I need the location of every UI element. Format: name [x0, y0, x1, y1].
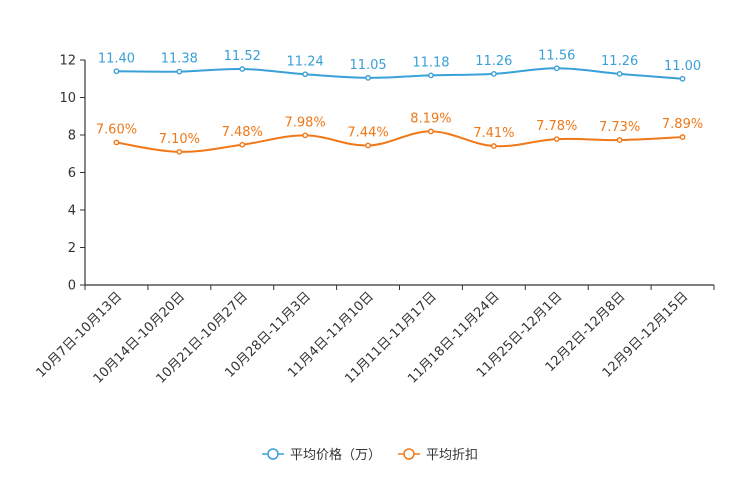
data-label: 11.05 [349, 58, 386, 73]
data-point [490, 143, 497, 149]
data-point [365, 74, 371, 81]
y-tick-label: 6 [68, 166, 76, 181]
data-label: 11.56 [538, 48, 575, 63]
series-discount: 7.60% 7.10% 7.48% 7.98% 7.44% 8.19% 7.41% 7.78%… [96, 111, 703, 155]
data-label: 11.00 [664, 59, 701, 74]
data-point [113, 68, 120, 75]
data-point [113, 139, 120, 146]
y-tick-label: 4 [68, 204, 76, 219]
data-label: 7.41% [473, 126, 514, 141]
data-point [490, 70, 497, 77]
data-point [302, 71, 309, 78]
legend-label: 平均价格（万） [290, 447, 381, 463]
y-tick-label: 12 [59, 54, 76, 69]
legend-item-price: 平均价格（万） [262, 447, 381, 463]
data-point [616, 137, 623, 143]
data-point [616, 70, 623, 77]
axes: 02468101210月7日-10月13日10月14日-10月20日10月21日… [34, 54, 715, 387]
data-label: 11.52 [224, 49, 261, 64]
data-label: 11.26 [601, 54, 638, 69]
data-point [679, 75, 686, 82]
y-tick-label: 8 [68, 129, 76, 144]
data-label: 7.89% [662, 117, 703, 132]
data-label: 7.48% [222, 125, 263, 140]
data-point [553, 136, 560, 143]
y-tick-label: 2 [68, 241, 76, 256]
legend-marker-icon [403, 448, 415, 460]
data-point [176, 148, 183, 155]
series-price: 11.40 11.38 11.52 11.24 11.05 11.18 11.26 11.56… [98, 48, 701, 82]
y-tick-label: 10 [59, 91, 76, 106]
data-label: 7.10% [159, 132, 200, 147]
data-label: 7.98% [284, 115, 325, 130]
data-point [428, 72, 434, 79]
data-label: 11.24 [287, 54, 324, 69]
data-point [302, 132, 309, 139]
data-label: 7.44% [347, 126, 388, 141]
data-point [679, 134, 686, 140]
data-label: 7.73% [599, 120, 640, 135]
data-label: 11.18 [412, 55, 449, 70]
data-point [428, 128, 434, 135]
data-label: 11.38 [161, 52, 198, 67]
data-label: 11.26 [475, 54, 512, 69]
data-label: 7.78% [536, 119, 577, 134]
data-label: 8.19% [410, 111, 451, 126]
legend-marker-icon [267, 448, 279, 460]
series-line [116, 67, 683, 80]
data-label: 11.40 [98, 51, 135, 66]
data-point [176, 68, 183, 75]
data-point [239, 66, 246, 72]
data-point [365, 142, 371, 149]
data-point [239, 141, 246, 148]
series-line [116, 130, 683, 153]
legend-label: 平均折扣 [426, 448, 478, 463]
data-label: 7.60% [96, 123, 137, 138]
data-point [553, 65, 560, 72]
legend-item-discount: 平均折扣 [398, 448, 478, 463]
y-tick-label: 0 [68, 279, 76, 294]
series-layer: 11.40 11.38 11.52 11.24 11.05 11.18 11.26 11.56… [96, 48, 703, 155]
legend: 平均价格（万） 平均折扣 [262, 447, 478, 463]
